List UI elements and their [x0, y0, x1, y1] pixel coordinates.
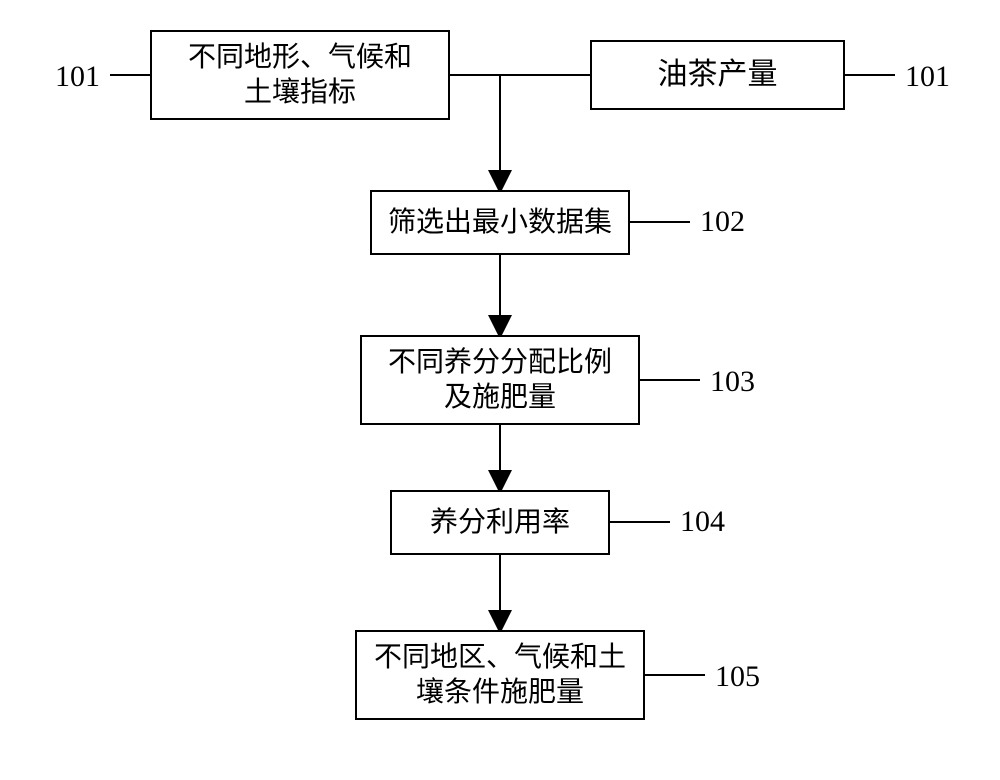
node-n2: 筛选出最小数据集: [370, 190, 630, 255]
node-n1a: 不同地形、气候和土壤指标: [150, 30, 450, 120]
label-n1a: 101: [55, 60, 100, 94]
label-n5: 105: [715, 660, 760, 694]
label-n1b: 101: [905, 60, 950, 94]
label-n2: 102: [700, 205, 745, 239]
node-n1b: 油茶产量: [590, 40, 845, 110]
label-n4: 104: [680, 505, 725, 539]
node-n4: 养分利用率: [390, 490, 610, 555]
flowchart-canvas: 不同地形、气候和土壤指标 101 油茶产量 101 筛选出最小数据集 102 不同养分分配比…: [0, 0, 1000, 780]
label-n3: 103: [710, 365, 755, 399]
node-n3: 不同养分分配比例及施肥量: [360, 335, 640, 425]
node-n5: 不同地区、气候和土壤条件施肥量: [355, 630, 645, 720]
